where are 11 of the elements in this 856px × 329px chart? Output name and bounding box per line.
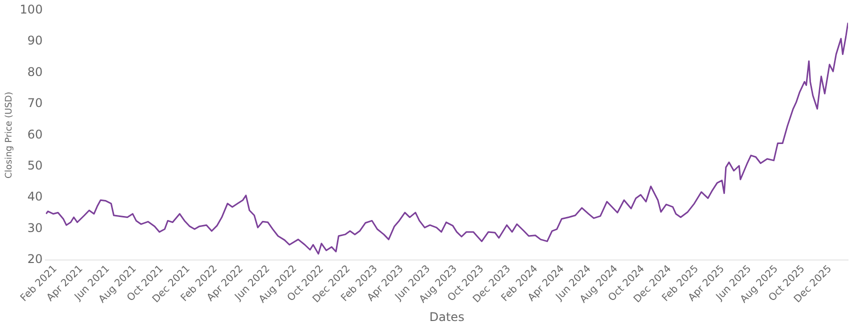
y-tick-label: 40 (27, 190, 43, 204)
y-tick-label: 60 (27, 127, 43, 142)
y-tick-label: 20 (27, 252, 43, 266)
x-axis-title: Dates (429, 310, 464, 324)
y-tick-label: 80 (27, 64, 43, 79)
y-tick-label: 100 (20, 2, 43, 16)
y-tick-label: 50 (27, 158, 43, 172)
y-tick-label: 90 (27, 34, 43, 48)
y-tick-label: 70 (27, 96, 43, 110)
y-axis-title: Closing Price (USD) (4, 92, 15, 179)
y-tick-label: 30 (27, 220, 43, 235)
